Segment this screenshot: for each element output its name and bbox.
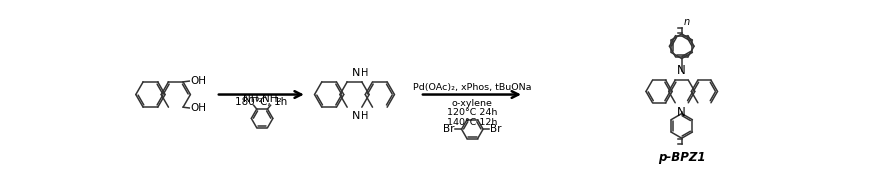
Text: OH: OH — [189, 76, 206, 86]
Text: NH₂: NH₂ — [261, 94, 281, 104]
Text: H: H — [360, 68, 367, 78]
Text: N: N — [352, 111, 360, 121]
Text: 180°C, 1h: 180°C, 1h — [235, 97, 287, 107]
Text: p-BPZ1: p-BPZ1 — [657, 151, 705, 164]
Text: Br: Br — [489, 124, 501, 134]
Text: 140°C 12h: 140°C 12h — [446, 118, 496, 127]
Text: N: N — [676, 106, 685, 119]
Text: Br: Br — [443, 124, 454, 134]
Text: N: N — [352, 68, 360, 78]
Text: n: n — [682, 17, 688, 27]
Text: OH: OH — [189, 103, 206, 113]
Text: o-xylene: o-xylene — [451, 99, 492, 108]
Text: NH₂: NH₂ — [243, 94, 262, 104]
Text: Pd(OAc)₂, xPhos, tBuONa: Pd(OAc)₂, xPhos, tBuONa — [412, 83, 531, 92]
Text: H: H — [360, 111, 367, 121]
Text: N: N — [676, 64, 685, 77]
Text: 120°C 24h: 120°C 24h — [446, 108, 496, 117]
